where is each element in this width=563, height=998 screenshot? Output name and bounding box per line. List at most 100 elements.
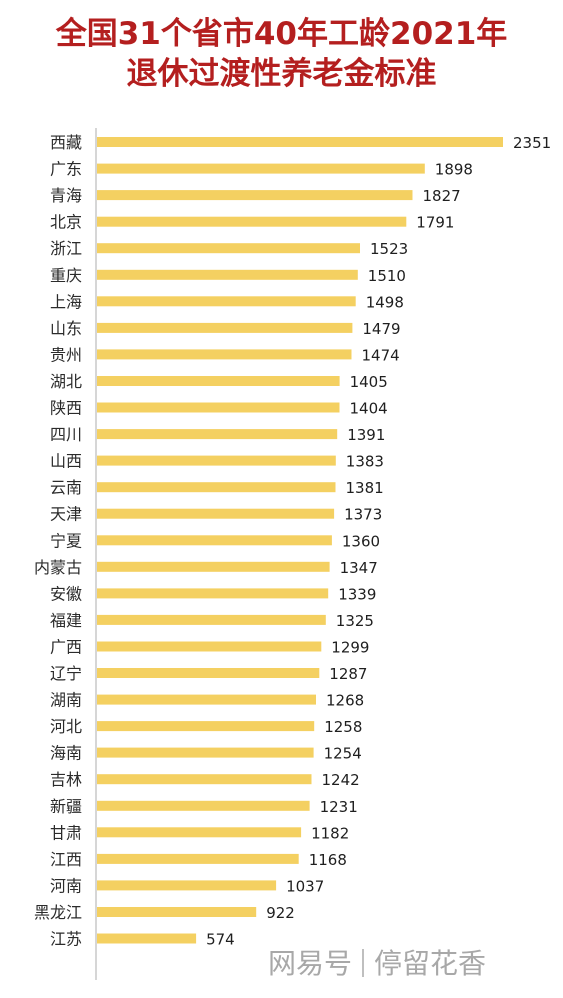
value-label: 1168: [309, 851, 347, 869]
bar: [97, 907, 257, 917]
category-label: 上海: [50, 292, 82, 311]
watermark: 网易号 停留花香: [268, 942, 486, 986]
value-label: 1299: [331, 639, 369, 657]
category-label: 湖北: [50, 372, 82, 391]
category-label: 河北: [50, 717, 82, 736]
chart-title-line-1: 全国31个省市40年工龄2021年: [55, 16, 508, 52]
category-label: 青海: [50, 186, 82, 205]
bar: [97, 508, 335, 519]
category-label: 辽宁: [50, 664, 82, 683]
bar: [97, 243, 360, 254]
category-label: 贵州: [50, 345, 82, 364]
category-label: 江苏: [50, 930, 82, 949]
bar: [97, 190, 413, 201]
value-label: 1898: [435, 161, 473, 179]
value-label: 1268: [326, 692, 364, 710]
category-label: 吉林: [50, 770, 82, 789]
bar: [97, 429, 338, 440]
category-label: 黑龙江: [34, 903, 82, 922]
value-label: 1242: [322, 771, 360, 789]
category-label: 海南: [50, 744, 82, 763]
value-label: 1523: [370, 240, 408, 258]
category-label: 云南: [50, 478, 82, 497]
bar: [97, 269, 358, 280]
value-label: 1182: [311, 824, 349, 842]
value-label: 1339: [338, 585, 376, 603]
category-label: 湖南: [50, 691, 82, 710]
chart-title-line-2: 退休过渡性养老金标准: [126, 56, 437, 92]
bar: [97, 668, 320, 678]
value-label: 1474: [362, 346, 400, 364]
chart-title: 全国31个省市40年工龄2021年 退休过渡性养老金标准: [0, 14, 563, 94]
category-label: 天津: [50, 505, 82, 524]
category-label: 重庆: [50, 266, 82, 285]
bar: [97, 349, 352, 360]
bar: [97, 800, 310, 811]
bar: [97, 137, 503, 147]
value-label: 1404: [350, 400, 388, 418]
category-label: 西藏: [50, 133, 82, 152]
bar: [97, 482, 336, 493]
bar: [97, 322, 353, 333]
value-label: 1383: [346, 453, 384, 471]
bar: [97, 535, 332, 546]
bar: [97, 641, 322, 652]
bar: [97, 163, 425, 174]
bar: [97, 402, 340, 413]
value-label: 1360: [342, 532, 380, 550]
value-label: 1037: [286, 877, 324, 895]
value-label: 1373: [344, 506, 382, 524]
category-label: 北京: [50, 213, 82, 232]
value-label: 1510: [368, 267, 406, 285]
bar: [97, 376, 340, 386]
category-label: 甘肃: [50, 823, 82, 842]
category-label: 安徽: [50, 584, 82, 603]
bar: [97, 694, 316, 705]
value-label: 1254: [324, 745, 362, 763]
category-label: 山西: [50, 452, 82, 471]
bar: [97, 747, 314, 758]
category-label: 浙江: [50, 239, 82, 258]
category-label: 河南: [50, 876, 82, 895]
bar: [97, 561, 330, 572]
value-label: 1231: [320, 798, 358, 816]
bar: [97, 774, 312, 785]
value-label: 1498: [366, 293, 404, 311]
bar: [97, 614, 326, 625]
category-label: 福建: [50, 611, 82, 630]
bar: [97, 455, 336, 466]
category-label: 内蒙古: [34, 558, 82, 577]
watermark-brand: 网易号: [268, 947, 353, 980]
value-label: 1391: [347, 426, 385, 444]
value-label: 1405: [350, 373, 388, 391]
value-label: 2351: [513, 134, 551, 152]
watermark-author: 停留花香: [374, 947, 487, 980]
bar: [97, 588, 329, 599]
value-label: 1325: [336, 612, 374, 630]
value-label: 1381: [346, 479, 384, 497]
bar: [97, 880, 277, 891]
category-label: 四川: [50, 425, 82, 444]
category-label: 山东: [50, 319, 82, 338]
category-label: 广西: [50, 638, 82, 657]
category-label: 广东: [50, 160, 82, 179]
bar: [97, 827, 302, 838]
value-label: 1479: [362, 320, 400, 338]
bar: [97, 933, 197, 944]
bar: [97, 296, 356, 307]
value-label: 1791: [416, 214, 454, 232]
value-label: 1287: [329, 665, 367, 683]
value-label: 1827: [423, 187, 461, 205]
category-label: 江西: [50, 850, 82, 869]
value-label: 1258: [324, 718, 362, 736]
bar: [97, 216, 407, 227]
value-label: 1347: [340, 559, 378, 577]
bar: [97, 853, 299, 864]
category-label: 宁夏: [50, 531, 82, 550]
watermark-divider: [362, 949, 365, 977]
category-label: 陕西: [50, 399, 82, 418]
bar: [97, 721, 315, 732]
category-label: 新疆: [50, 797, 82, 816]
value-label: 922: [266, 904, 295, 922]
